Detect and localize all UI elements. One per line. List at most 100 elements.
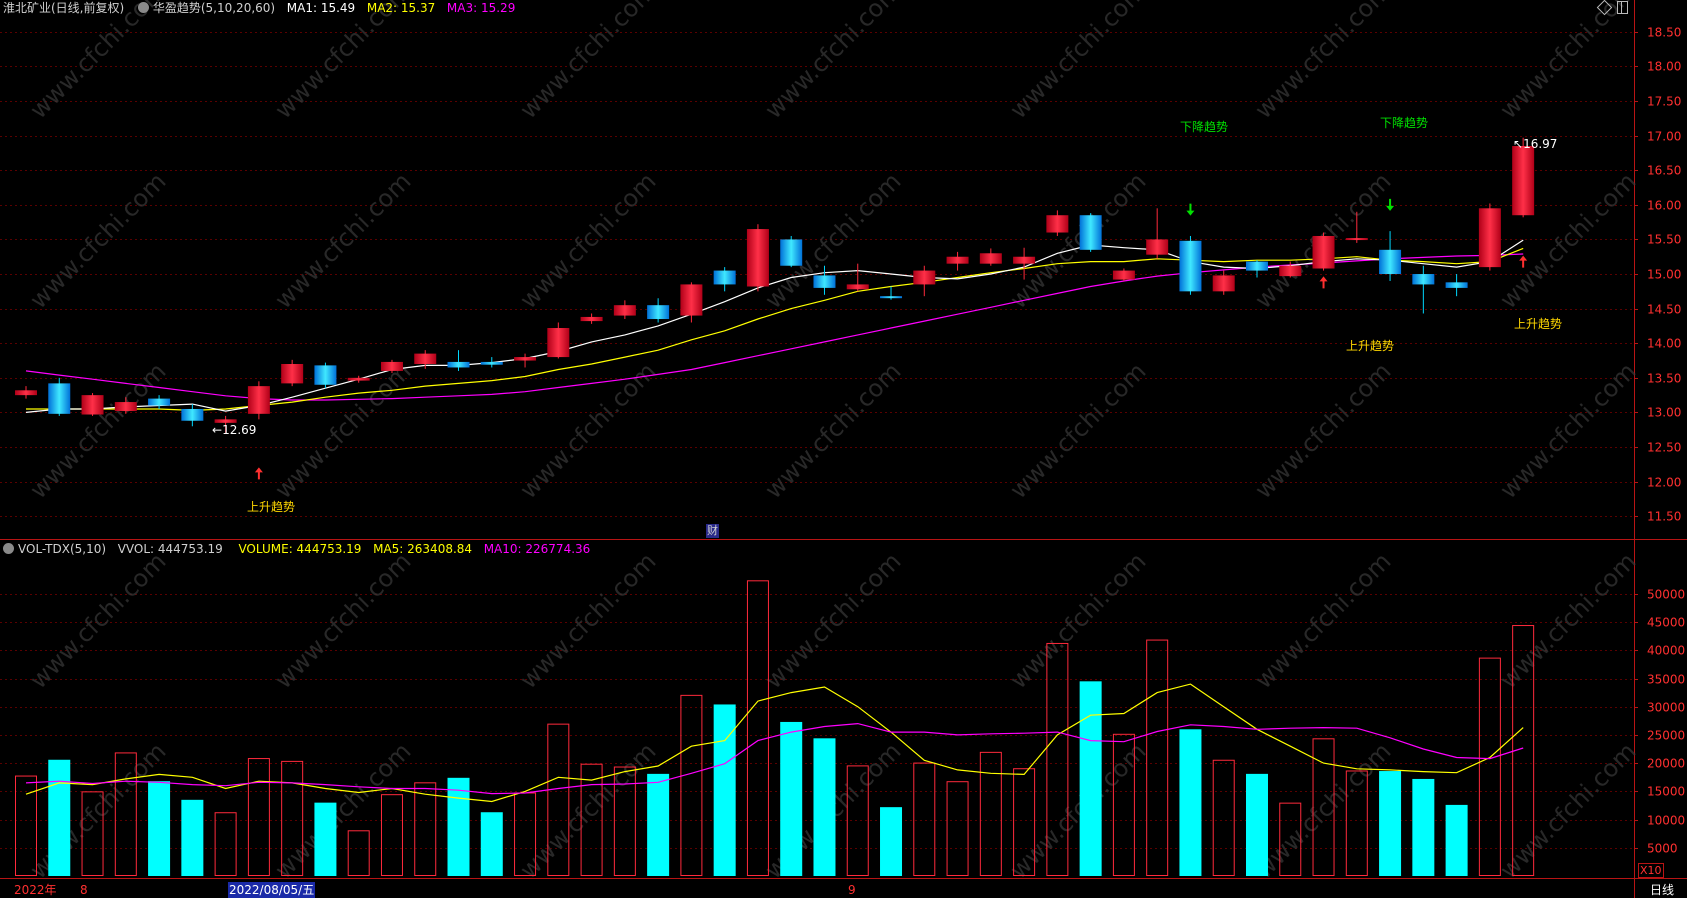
month-9-label: 9 <box>848 883 856 897</box>
high-price-label: ↖16.97 <box>1513 137 1558 151</box>
watermark-text: www.cfchi.com <box>1494 547 1641 694</box>
up-arrow-icon <box>1319 276 1328 289</box>
volume-bar <box>946 781 969 877</box>
candle-body <box>1212 275 1235 292</box>
candle-body <box>1312 235 1335 269</box>
price-tick-label: 15.50 <box>1647 233 1681 247</box>
candle-body <box>1412 274 1435 285</box>
watermark-text: www.cfchi.com <box>759 0 906 124</box>
volume-header: VOL-TDX(5,10) VVOL: 444753.19 VOLUME: 44… <box>3 541 590 557</box>
period-tab[interactable]: 日线 <box>1650 883 1675 897</box>
candle-body <box>480 361 503 365</box>
watermark-text: www.cfchi.com <box>1004 547 1151 694</box>
volume-bar <box>1245 773 1268 876</box>
indicator-menu-icon[interactable] <box>137 2 149 13</box>
volume-bar <box>1512 625 1535 876</box>
up-arrow-icon <box>1519 255 1528 268</box>
ma3-line <box>25 253 1524 401</box>
ma1-value: MA1: 15.49 <box>286 1 356 15</box>
candle-body <box>15 390 37 396</box>
price-tick-label: 17.50 <box>1647 95 1681 109</box>
finance-event-marker[interactable]: 财 <box>706 524 719 538</box>
volume-bar <box>380 794 403 877</box>
candle-body <box>1279 265 1302 277</box>
watermark-text: www.cfchi.com <box>1494 357 1641 504</box>
candle-body <box>247 386 270 414</box>
watermark-text: www.cfchi.com <box>269 167 416 314</box>
candle-body <box>846 284 869 290</box>
volume-tick-label: 35000 <box>1647 673 1685 687</box>
up-trend-label-2: 上升趋势 <box>1346 339 1395 353</box>
candle-body <box>613 305 636 316</box>
down-trend-label-1: 下降趋势 <box>1180 120 1229 134</box>
watermark-text: www.cfchi.com <box>269 0 416 124</box>
volume-bar <box>613 766 636 876</box>
down-arrow-icon <box>1386 198 1395 211</box>
watermark-text: www.cfchi.com <box>269 547 416 694</box>
date-highlight[interactable]: 2022/08/05/五 <box>228 882 316 898</box>
candle-body <box>281 364 304 384</box>
candle-body <box>48 383 71 414</box>
volume-indicator[interactable]: VOL-TDX(5,10) <box>18 542 107 556</box>
candle-body <box>1379 249 1402 275</box>
volume-tick-label: 30000 <box>1647 701 1685 715</box>
candle-body <box>181 408 204 421</box>
candle-body <box>380 361 403 371</box>
candle-body <box>447 361 470 368</box>
candle-body <box>713 270 736 285</box>
volume-bar <box>1412 778 1435 876</box>
candle-body <box>314 365 337 385</box>
price-tick-label: 17.00 <box>1647 130 1681 144</box>
stock-title[interactable]: 淮北矿业(日线,前复权) <box>3 1 125 15</box>
watermark-text: www.cfchi.com <box>514 0 661 124</box>
volume-bar <box>1445 804 1468 876</box>
price-tick-label: 16.00 <box>1647 199 1681 213</box>
candle-body <box>81 395 104 415</box>
panel-toggle-icon[interactable] <box>1617 1 1628 14</box>
volume-bar <box>913 762 936 876</box>
candle-body <box>414 353 437 364</box>
low-price-value: 12.69 <box>222 423 257 437</box>
candle-body <box>1046 215 1069 233</box>
high-price-value: 16.97 <box>1523 137 1558 151</box>
candle-body <box>1146 239 1169 255</box>
price-tick-label: 13.50 <box>1647 372 1681 386</box>
indicator-name[interactable]: 华盈趋势(5,10,20,60) <box>152 1 276 15</box>
watermark-text: www.cfchi.com <box>759 547 906 694</box>
volume-bar <box>1379 771 1402 876</box>
price-tick-label: 13.00 <box>1647 406 1681 420</box>
up-trend-label-3: 上升趋势 <box>1514 317 1563 331</box>
volume-bar <box>114 752 137 877</box>
volume-bar <box>979 751 1002 876</box>
price-tick-label: 12.50 <box>1647 441 1681 455</box>
volume-bar <box>15 775 37 876</box>
volume-bar <box>414 782 437 876</box>
up-trend-label-1: 上升趋势 <box>247 500 296 514</box>
candle-body <box>1478 208 1501 268</box>
candle-body <box>813 275 836 288</box>
volume-bar <box>1312 738 1335 876</box>
volume-tick-label: 20000 <box>1647 757 1685 771</box>
volume-bar <box>846 765 869 877</box>
price-tick-label: 11.50 <box>1647 510 1681 524</box>
ma2-line <box>26 247 1524 412</box>
year-label: 2022年 <box>14 883 57 897</box>
watermark-text: www.cfchi.com <box>24 0 171 124</box>
watermark-text: www.cfchi.com <box>1249 547 1396 694</box>
volume-tick-label: 10000 <box>1647 814 1685 828</box>
volume-bar <box>746 580 769 876</box>
volume-bar <box>247 758 270 876</box>
watermark-text: www.cfchi.com <box>1004 167 1151 314</box>
watermark-text: www.cfchi.com <box>759 357 906 504</box>
candle-body <box>1013 256 1036 264</box>
volume-menu-icon[interactable] <box>3 543 14 554</box>
watermark-text: www.cfchi.com <box>1004 357 1151 504</box>
candle-body <box>1179 240 1202 292</box>
candle-body <box>1079 215 1102 250</box>
price-tick-label: 16.50 <box>1647 164 1681 178</box>
watermark-text: www.cfchi.com <box>1249 0 1396 124</box>
volume-bar <box>1478 657 1501 876</box>
volume-bar <box>1179 729 1202 876</box>
watermark-text: www.cfchi.com <box>269 737 416 884</box>
